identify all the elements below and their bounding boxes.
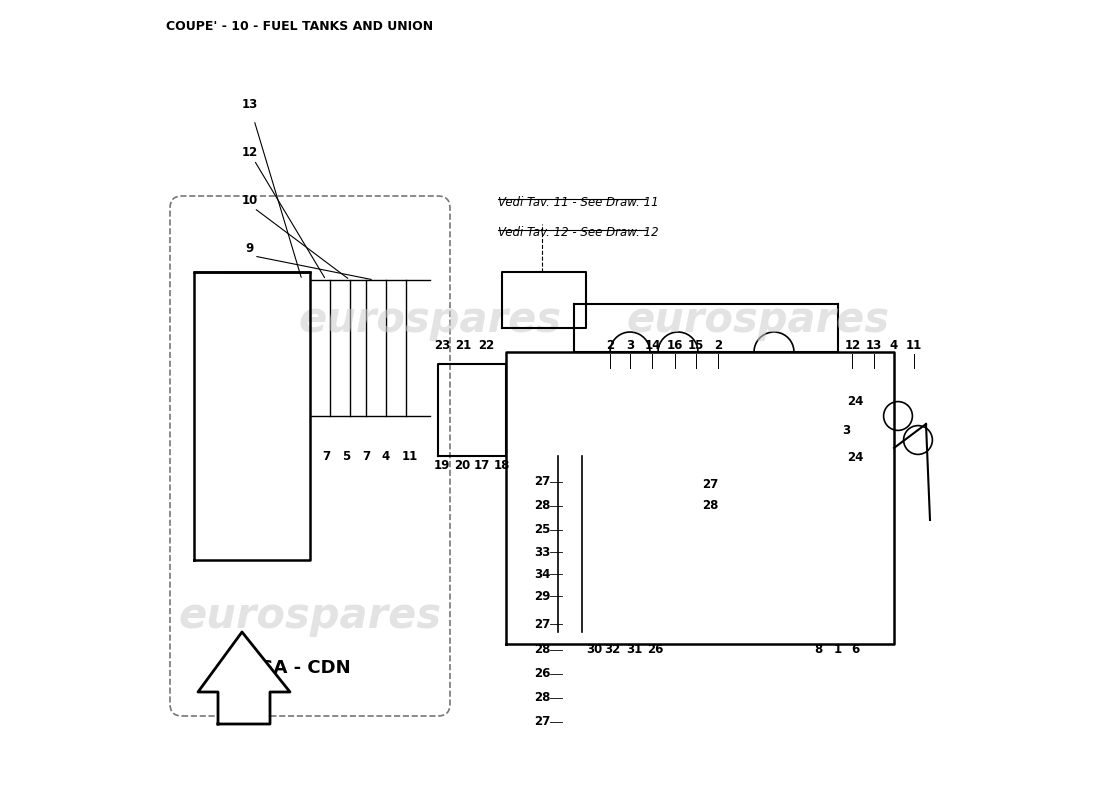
Text: 34: 34: [534, 568, 550, 581]
Text: eurospares: eurospares: [178, 595, 441, 637]
Text: 4: 4: [890, 339, 898, 352]
Text: 23: 23: [433, 339, 450, 352]
Text: 2: 2: [606, 339, 614, 352]
Text: 27: 27: [534, 618, 550, 630]
Text: 27: 27: [534, 475, 550, 488]
Text: 27: 27: [534, 715, 550, 728]
Text: 15: 15: [688, 339, 704, 352]
Text: 2: 2: [714, 339, 722, 352]
Text: Vedi Tav. 11 - See Draw. 11: Vedi Tav. 11 - See Draw. 11: [498, 196, 659, 209]
Text: eurospares: eurospares: [626, 299, 890, 341]
Text: 26: 26: [648, 643, 663, 656]
Text: 33: 33: [534, 546, 550, 558]
Text: 6: 6: [851, 643, 860, 656]
Text: 28: 28: [534, 691, 550, 704]
Text: 30: 30: [586, 643, 602, 656]
Text: COUPE' - 10 - FUEL TANKS AND UNION: COUPE' - 10 - FUEL TANKS AND UNION: [166, 20, 433, 33]
Text: 24: 24: [847, 451, 864, 464]
Text: 25: 25: [534, 523, 550, 536]
Text: 11: 11: [906, 339, 922, 352]
Text: 32: 32: [604, 643, 620, 656]
Text: 1: 1: [834, 643, 843, 656]
Text: 26: 26: [534, 667, 550, 680]
Text: 12: 12: [242, 146, 258, 158]
Text: 31: 31: [626, 643, 642, 656]
Text: 18: 18: [494, 459, 510, 472]
Text: eurospares: eurospares: [298, 299, 562, 341]
Text: 21: 21: [455, 339, 472, 352]
Text: 22: 22: [477, 339, 494, 352]
Text: 29: 29: [534, 590, 550, 602]
Text: 13: 13: [242, 98, 258, 110]
Text: 16: 16: [667, 339, 683, 352]
Text: 3: 3: [842, 424, 850, 437]
Text: Vedi Tav. 12 - See Draw. 12: Vedi Tav. 12 - See Draw. 12: [498, 226, 659, 239]
Text: 13: 13: [866, 339, 882, 352]
Text: 20: 20: [454, 459, 470, 472]
Text: 19: 19: [433, 459, 450, 472]
Text: 14: 14: [645, 339, 661, 352]
Text: 4: 4: [382, 450, 390, 462]
Text: 12: 12: [845, 339, 860, 352]
Text: 11: 11: [402, 450, 418, 462]
Text: 9: 9: [246, 242, 254, 254]
Text: 10: 10: [242, 194, 258, 206]
Text: 28: 28: [534, 499, 550, 512]
Text: 28: 28: [702, 499, 718, 512]
Text: 24: 24: [847, 395, 864, 408]
Text: 17: 17: [474, 459, 491, 472]
Polygon shape: [198, 632, 290, 724]
Text: 27: 27: [702, 478, 718, 490]
Text: 7: 7: [322, 450, 330, 462]
Text: 28: 28: [534, 643, 550, 656]
Text: 7: 7: [362, 450, 370, 462]
Text: 5: 5: [342, 450, 350, 462]
Text: 8: 8: [814, 643, 822, 656]
Text: USA - CDN: USA - CDN: [246, 659, 351, 677]
Text: 3: 3: [626, 339, 634, 352]
